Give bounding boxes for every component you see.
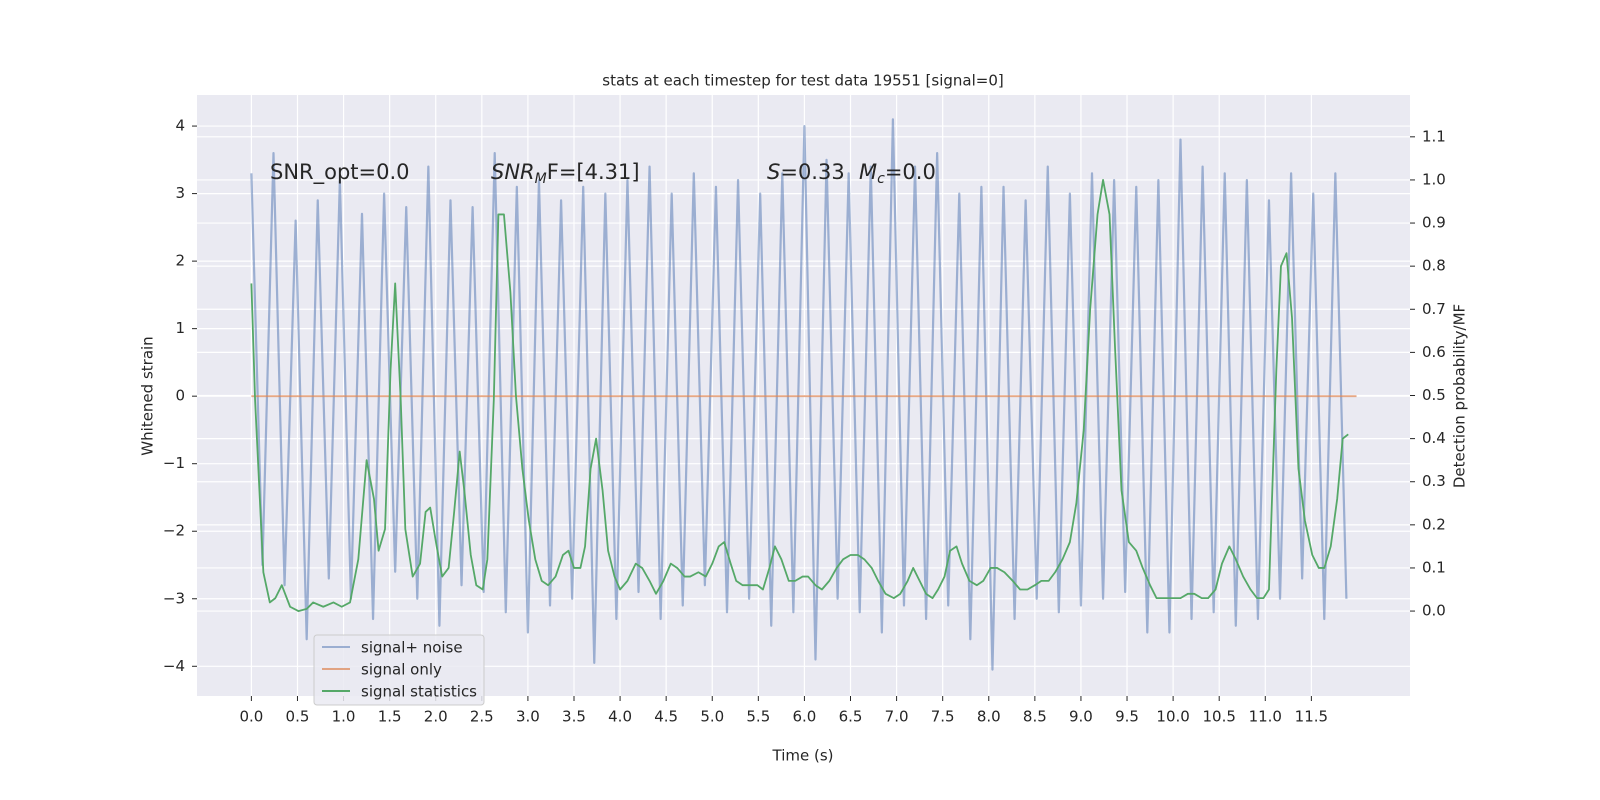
y2-tick-label: 1.0 (1422, 170, 1446, 188)
y2-tick-label: 0.4 (1422, 429, 1446, 447)
y2-axis-label: Detection probability/MF (1451, 304, 1469, 488)
y-tick-label: −2 (163, 522, 185, 540)
annotation-part: =0.33 (780, 160, 844, 184)
y2-tick-label: 0.6 (1422, 343, 1446, 361)
x-tick-label: 3.5 (562, 708, 586, 726)
x-tick-label: 8.5 (1023, 708, 1047, 726)
x-tick-label: 4.0 (608, 708, 632, 726)
chart-title: stats at each timestep for test data 195… (602, 72, 1003, 90)
y2-tick-label: 0.0 (1422, 602, 1446, 620)
y2-tick-label: 0.5 (1422, 386, 1446, 404)
x-tick-label: 11.0 (1249, 708, 1282, 726)
annotation: SNR_opt=0.0 (270, 160, 410, 185)
x-tick-label: 10.0 (1156, 708, 1189, 726)
legend-label: signal only (361, 661, 442, 679)
annotation: Mc=0.0 (859, 160, 936, 187)
marks (250, 118, 1357, 671)
y2-tick-label: 1.1 (1422, 127, 1446, 145)
series-line (250, 179, 1349, 612)
x-axis-label: Time (s) (772, 747, 834, 765)
y-tick-label: 0 (175, 387, 185, 405)
x-tick-label: 9.0 (1069, 708, 1093, 726)
y2-tick-label: 0.2 (1422, 515, 1446, 533)
annotation: SNRMF=[4.31] (491, 160, 640, 187)
x-tick-label: 2.0 (424, 708, 448, 726)
annotation-part: =0.0 (885, 160, 936, 184)
x-tick-label: 6.5 (839, 708, 863, 726)
x-tick-label: 3.0 (516, 708, 540, 726)
y2-tick-label: 0.3 (1422, 472, 1446, 490)
annotation-part: M (535, 171, 547, 187)
annotation-part: M (859, 160, 877, 184)
y-tick-label: 3 (175, 184, 185, 202)
annotation-part: SNR (491, 160, 535, 184)
x-tick-label: 1.0 (332, 708, 356, 726)
x-tick-label: 1.5 (378, 708, 402, 726)
legend: signal+ noise signal only signal statistic… (313, 634, 485, 706)
y-tick-label: 1 (175, 319, 185, 337)
y-tick-label: −3 (163, 589, 185, 607)
annotation-part: F=[4.31] (547, 160, 640, 184)
x-tick-label: 11.5 (1295, 708, 1328, 726)
y2-tick-label: 0.7 (1422, 300, 1446, 318)
annotation-part: S (767, 160, 780, 184)
legend-box (313, 634, 485, 706)
x-tick-label: 5.0 (700, 708, 724, 726)
annotation-part: SNR_opt=0.0 (270, 160, 410, 185)
axes: 0.0 0.5 1.0 1.5 2.0 2.5 3.0 3.5 4.0 4.5 5.0 5.5 6.0 6… (163, 117, 1446, 726)
y-tick-label: −4 (163, 657, 185, 675)
x-tick-label: 0.5 (286, 708, 310, 726)
y2-tick-label: 0.8 (1422, 257, 1446, 275)
x-tick-label: 2.5 (470, 708, 494, 726)
y-tick-label: 2 (175, 252, 185, 270)
y2-tick-label: 0.9 (1422, 214, 1446, 232)
x-tick-label: 10.5 (1202, 708, 1235, 726)
y2-tick-label: 0.1 (1422, 558, 1446, 576)
x-tick-label: 9.5 (1115, 708, 1139, 726)
legend-label: signal+ noise (361, 639, 463, 657)
annotation: S=0.33 (767, 160, 845, 184)
x-tick-label: 5.5 (746, 708, 770, 726)
y-tick-label: −1 (163, 454, 185, 472)
y-tick-label: 4 (175, 117, 185, 135)
legend-label: signal statistics (361, 683, 477, 701)
annotation-part: c (877, 171, 885, 187)
x-tick-label: 6.0 (792, 708, 816, 726)
x-tick-label: 0.0 (239, 708, 263, 726)
x-tick-label: 7.5 (931, 708, 955, 726)
y-axis-label: Whitened strain (139, 336, 157, 455)
x-tick-label: 4.5 (654, 708, 678, 726)
x-tick-label: 7.0 (885, 708, 909, 726)
x-tick-label: 8.0 (977, 708, 1001, 726)
